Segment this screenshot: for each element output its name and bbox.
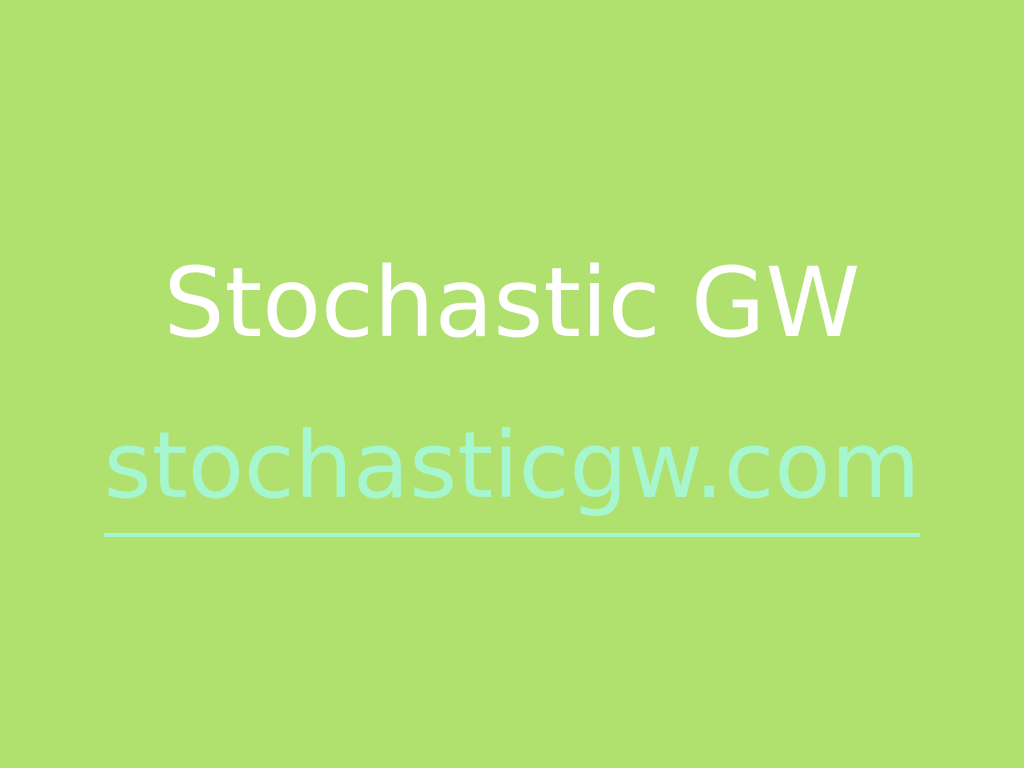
page-title: Stochastic GW bbox=[163, 247, 861, 359]
link-container: stochasticgw.com bbox=[0, 413, 1024, 537]
website-link[interactable]: stochasticgw.com bbox=[103, 413, 921, 537]
